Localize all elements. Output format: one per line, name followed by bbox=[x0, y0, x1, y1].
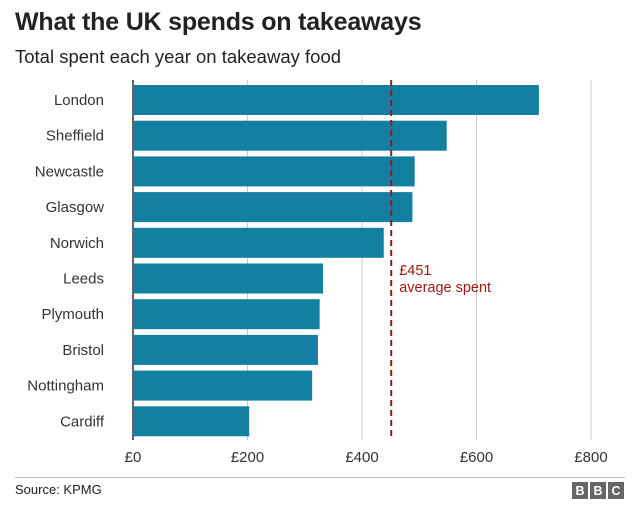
bar-newcastle bbox=[133, 156, 415, 187]
category-label: Leeds bbox=[63, 271, 104, 288]
x-tick-label: £800 bbox=[574, 449, 607, 466]
bbc-logo-letter: B bbox=[572, 482, 588, 499]
x-tick-label: £400 bbox=[345, 449, 378, 466]
bar-sheffield bbox=[133, 120, 447, 151]
bar-nottingham bbox=[133, 370, 313, 401]
category-label: Bristol bbox=[62, 342, 104, 359]
category-label: Plymouth bbox=[41, 306, 104, 323]
x-axis-ticks: £0 £200 £400 £600 £800 bbox=[125, 449, 608, 466]
bar-chart: London Sheffield Newcastle Glasgow Norwich Le… bbox=[27, 80, 608, 466]
bbc-logo-letter: C bbox=[608, 482, 624, 499]
bbc-logo-letter: B bbox=[590, 482, 606, 499]
bar-london bbox=[133, 85, 539, 115]
bar-norwich bbox=[133, 227, 384, 258]
category-label: Glasgow bbox=[46, 199, 105, 216]
x-tick-label: £0 bbox=[125, 449, 142, 466]
category-label: Nottingham bbox=[27, 378, 104, 395]
category-labels: London Sheffield Newcastle Glasgow Norwich Le… bbox=[27, 92, 105, 430]
average-label: £451 bbox=[399, 263, 431, 279]
x-tick-label: £600 bbox=[460, 449, 493, 466]
bar-bristol bbox=[133, 334, 318, 365]
footer-divider bbox=[15, 477, 625, 478]
chart-title: What the UK spends on takeaways bbox=[15, 8, 422, 36]
category-label: London bbox=[54, 92, 104, 109]
chart-subtitle: Total spent each year on takeaway food bbox=[15, 46, 342, 67]
bar-plymouth bbox=[133, 299, 320, 330]
category-label: Norwich bbox=[50, 235, 104, 252]
bar-glasgow bbox=[133, 192, 413, 223]
bar-cardiff bbox=[133, 406, 250, 437]
bbc-logo: B B C bbox=[572, 482, 624, 499]
category-label: Newcastle bbox=[35, 163, 104, 180]
category-label: Sheffield bbox=[46, 128, 104, 145]
x-tick-label: £200 bbox=[231, 449, 264, 466]
bar-leeds bbox=[133, 263, 324, 294]
bars bbox=[133, 85, 539, 437]
source-note: Source: KPMG bbox=[15, 482, 102, 497]
category-label: Cardiff bbox=[60, 413, 105, 430]
average-label: average spent bbox=[399, 280, 491, 296]
